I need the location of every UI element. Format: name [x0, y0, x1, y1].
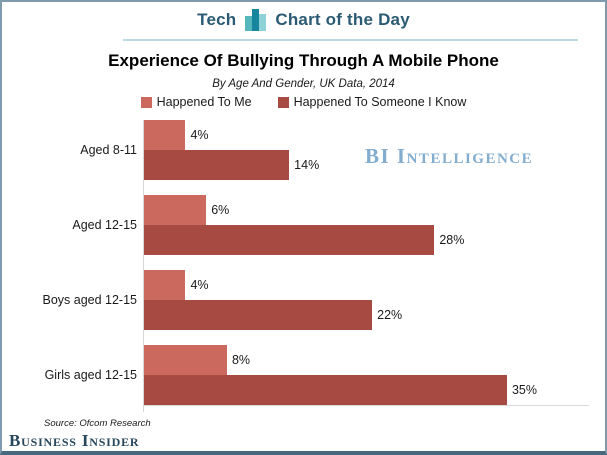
- bar: [144, 195, 207, 225]
- bar: [144, 225, 435, 255]
- source-note: Source: Ofcom Research: [44, 418, 151, 429]
- legend-swatch: [277, 96, 289, 108]
- bar-row: 8%: [144, 345, 592, 375]
- header-divider: [123, 39, 578, 41]
- bar-row: 35%: [144, 375, 592, 405]
- bi-intelligence-watermark: BI Intelligence: [365, 144, 534, 168]
- chart-subtitle: By Age And Gender, UK Data, 2014: [212, 78, 395, 90]
- header-title: Chart of the Day: [275, 10, 410, 29]
- data-label: 28%: [439, 233, 465, 247]
- bar-group: Aged 12-15 6% 28%: [72, 195, 592, 255]
- category-label: Aged 12-15: [72, 218, 137, 232]
- data-label: 4%: [190, 278, 209, 292]
- bar-row: 6%: [144, 195, 592, 225]
- bar: [144, 150, 290, 180]
- header: Tech Chart of the Day: [2, 9, 605, 31]
- bar-row: 4%: [144, 270, 592, 300]
- x-axis-line: [143, 405, 589, 406]
- bar-row: 28%: [144, 225, 592, 255]
- bar-row: 4%: [144, 120, 592, 150]
- data-label: 8%: [231, 353, 251, 367]
- data-label: 4%: [190, 128, 209, 142]
- y-axis-line: [143, 120, 144, 412]
- business-insider-logo: Business Insider: [9, 431, 140, 450]
- bar-chart-icon-bar: [245, 16, 253, 31]
- data-label: 6%: [211, 203, 230, 217]
- header-section-label: Tech: [197, 10, 237, 29]
- legend-label: Happened To Me: [156, 95, 252, 109]
- legend-item: Happened To Me: [140, 95, 252, 109]
- bar-chart-icon: [245, 9, 267, 31]
- bar: [144, 345, 227, 375]
- bar-group: Girls aged 12-15 8% 35%: [45, 345, 592, 405]
- plot-area: Aged 8-11 4% 14% Aged 12-15 6% 28% Boys aged 1…: [42, 120, 592, 415]
- category-label: Girls aged 12-15: [44, 368, 137, 382]
- category-label: Boys aged 12-15: [42, 293, 137, 307]
- bar: [144, 300, 373, 330]
- bar: [144, 120, 186, 150]
- bar: [144, 270, 186, 300]
- chart-title: Experience Of Bullying Through A Mobile …: [108, 51, 499, 70]
- legend: Happened To Me Happened To Someone I Know: [2, 95, 605, 109]
- bar: [144, 375, 507, 405]
- bar-row: 14%: [144, 150, 592, 180]
- data-label: 22%: [377, 308, 403, 322]
- bar-chart-icon-bar: [259, 14, 267, 31]
- legend-swatch: [140, 96, 152, 108]
- bar-group: Aged 8-11 4% 14%: [80, 120, 592, 180]
- bar-group: Boys aged 12-15 4% 22%: [42, 270, 592, 330]
- legend-label: Happened To Someone I Know: [293, 95, 467, 109]
- bar-chart-icon-bar: [252, 9, 260, 31]
- legend-item: Happened To Someone I Know: [277, 95, 467, 109]
- data-label: 14%: [294, 158, 320, 172]
- category-label: Aged 8-11: [80, 143, 137, 157]
- bar-row: 22%: [144, 300, 592, 330]
- data-label: 35%: [511, 383, 537, 397]
